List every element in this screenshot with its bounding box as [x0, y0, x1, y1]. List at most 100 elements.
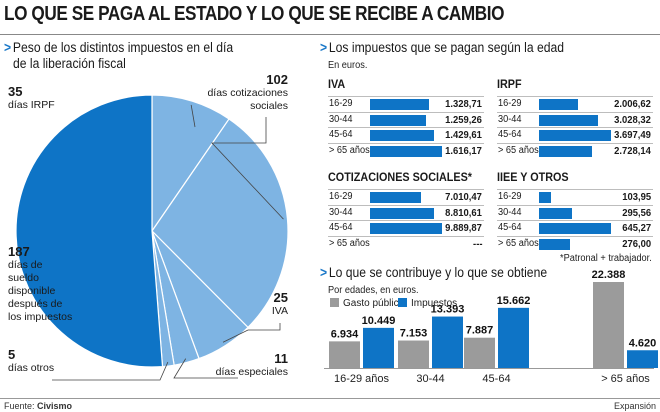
pie-label-value: 102 [266, 72, 288, 87]
row-bar [370, 207, 435, 219]
row-value: 7.010,47 [445, 191, 482, 203]
table-divider [328, 220, 484, 221]
bar-gasto [464, 337, 495, 368]
pie-label-text: sueldo [8, 272, 39, 284]
table-title: IRPF [497, 77, 522, 91]
row-value: 2.728,14 [614, 144, 651, 157]
table-divider [497, 235, 653, 237]
table-row: > 65 años 1.616,17 [328, 144, 484, 159]
table-cotizaciones: COTIZACIONES SOCIALES* 16-29 7.010,47 30-44… [328, 170, 484, 252]
bar-value-label: 6.934 [331, 328, 359, 340]
leader-line [222, 323, 281, 343]
row-age: 45-64 [498, 222, 522, 233]
source-prefix: Fuente: [4, 401, 38, 411]
row-bar [539, 114, 598, 126]
row-value: 3.028,32 [614, 113, 651, 126]
row-value: 1.429,61 [445, 129, 482, 141]
bar-value-label: 15.662 [497, 295, 531, 307]
pie-label-text: días cotizaciones [207, 87, 288, 99]
bar-gasto [398, 340, 429, 368]
row-age: 16-29 [498, 98, 522, 109]
table-divider [497, 204, 653, 206]
row-age: 45-64 [329, 129, 353, 140]
table-row: 45-64 9.889,87 [328, 221, 484, 236]
headline: LO QUE SE PAGA AL ESTADO Y LO QUE SE REC… [4, 3, 505, 25]
legend-label-gasto: Gasto público [343, 298, 405, 309]
table-divider [328, 111, 484, 113]
category-label: > 65 años [601, 373, 650, 385]
legend-swatch-gasto [330, 298, 339, 307]
bar-value-label: 7.887 [466, 325, 494, 337]
category-label: 16-29 años [334, 373, 390, 385]
bar-impuestos [432, 316, 463, 368]
row-bar [370, 223, 442, 234]
row-value: --- [472, 237, 482, 250]
row-bar [539, 192, 551, 203]
table-row: > 65 años --- [328, 237, 484, 252]
table-title: COTIZACIONES SOCIALES* [328, 170, 473, 184]
pie-label-text: días especiales [215, 366, 288, 378]
source-name: Civismo [37, 401, 73, 411]
row-value: 2.006,62 [614, 98, 651, 110]
row-age: 30-44 [498, 113, 522, 125]
row-age: > 65 años [329, 144, 370, 156]
table-iva: IVA 16-29 1.328,71 30-44 1.259,26 45-64 1.429,… [328, 77, 484, 159]
age-section-title: > Los impuestos que se pagan según la eda… [320, 40, 564, 56]
chevron-icon: > [4, 40, 12, 55]
row-age: > 65 años [498, 237, 539, 249]
row-value: 1.259,26 [445, 113, 482, 126]
pie-label-iva: 25 IVA [272, 290, 288, 318]
row-value: 1.616,17 [445, 144, 482, 157]
table-row: > 65 años 2.728,14 [497, 144, 653, 159]
bar-gasto [329, 341, 360, 368]
pie-label-text: disponible [8, 285, 56, 297]
pie-label-irpf: 35 días IRPF [8, 84, 55, 112]
row-bar [539, 99, 579, 110]
age-title-text: Los impuestos que se pagan según la edad [328, 40, 564, 55]
leader-line [173, 358, 238, 379]
table-iiee: IIEE Y OTROS 16-29 103,95 30-44 295,56 45-64 6… [497, 170, 653, 252]
row-value: 295,56 [622, 206, 651, 219]
table-divider [328, 142, 484, 144]
pie-label-otros: 5 días otros [8, 347, 54, 375]
row-age: > 65 años [498, 144, 539, 156]
contrib-section-title: > Lo que se contribuye y lo que se obtien… [320, 265, 547, 281]
row-bar [370, 99, 430, 110]
pie-label-text: días IRPF [8, 99, 55, 111]
pie-label-text: IVA [271, 305, 288, 317]
table-row: 16-29 103,95 [497, 190, 653, 205]
bar-value-label: 13.393 [431, 304, 465, 316]
table-divider [497, 96, 653, 97]
pie-label-text: sociales [250, 100, 288, 112]
table-divider [328, 96, 484, 97]
row-bar [539, 238, 570, 250]
row-value: 1.328,71 [445, 98, 482, 110]
table-row: 16-29 7.010,47 [328, 190, 484, 205]
table-title: IVA [328, 77, 346, 91]
table-divider [497, 142, 653, 144]
footer-rule [0, 398, 660, 399]
table-row: 45-64 3.697,49 [497, 128, 653, 143]
row-value: 276,00 [622, 237, 651, 250]
table-divider [328, 204, 484, 206]
pie-label-text: los impuestos [8, 311, 73, 323]
bar-value-label: 4.620 [629, 337, 657, 349]
table-divider [497, 111, 653, 113]
row-age: 16-29 [329, 191, 353, 202]
row-bar [539, 223, 611, 234]
row-bar [370, 145, 442, 157]
pie-label-text: después de [8, 298, 63, 310]
pie-section-title: > Peso de los distintos impuestos en el d… [4, 40, 233, 56]
table-row: 30-44 3.028,32 [497, 113, 653, 128]
row-value: 645,27 [622, 222, 651, 234]
headline-rule [0, 34, 660, 35]
row-age: 16-29 [329, 98, 353, 109]
footnote: *Patronal + trabajador. [560, 253, 652, 264]
pie-title-line2: de la liberación fiscal [13, 56, 126, 71]
row-bar [370, 114, 427, 126]
pie-label-cotizaciones: 102 días cotizaciones sociales [207, 72, 288, 113]
row-value: 103,95 [622, 191, 651, 203]
bar-value-label: 22.388 [592, 269, 626, 281]
table-row: 30-44 8.810,61 [328, 206, 484, 221]
